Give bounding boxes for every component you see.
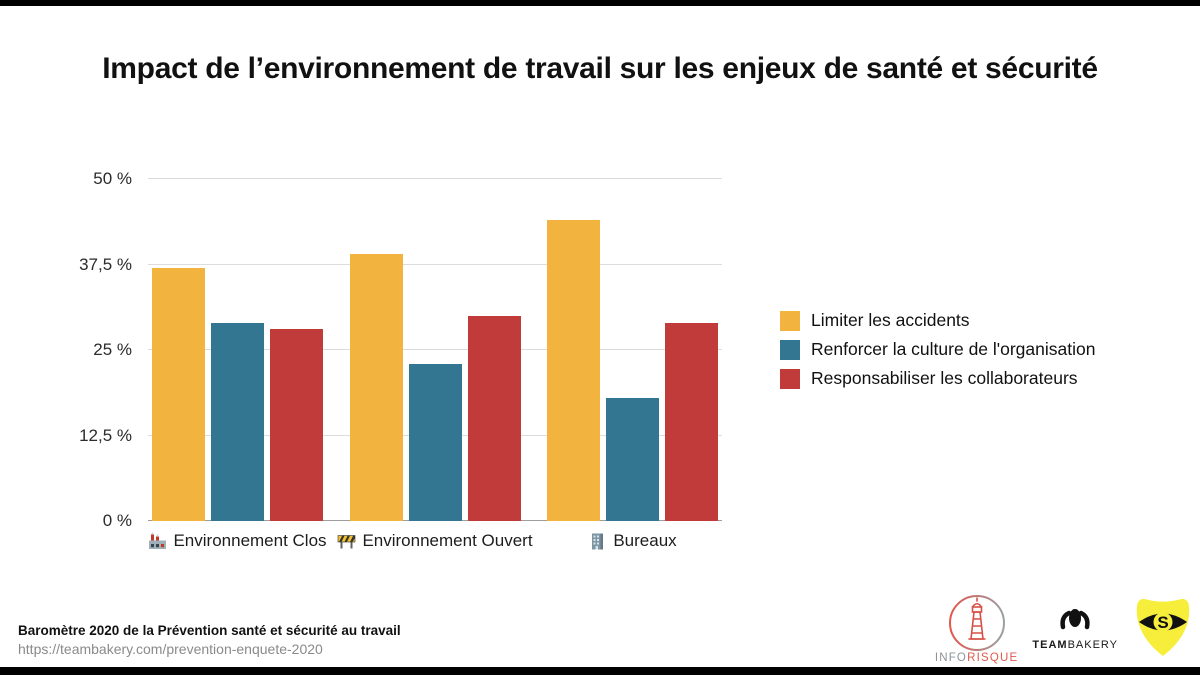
chart-legend: Limiter les accidents Renforcer la cultur… xyxy=(780,310,1095,389)
y-axis-tick-label: 0 % xyxy=(102,511,132,530)
eye-shield-logo: S xyxy=(1132,593,1194,664)
legend-swatch xyxy=(780,339,800,360)
legend-item: Renforcer la culture de l'organisation xyxy=(780,339,1095,360)
partner-logos: INFORISQUE TEAMBAKERY S xyxy=(935,588,1194,668)
gridline xyxy=(148,178,722,179)
teambakery-wordmark: TEAMBAKERY xyxy=(1032,639,1118,651)
bar xyxy=(665,322,718,521)
source-title: Baromètre 2020 de la Prévention santé et… xyxy=(18,623,401,638)
bar xyxy=(152,267,205,521)
construction-barrier-icon xyxy=(337,532,356,551)
office-building-icon xyxy=(588,532,607,551)
gridline xyxy=(148,263,722,265)
bar xyxy=(467,315,521,521)
x-axis: Environnement Clos Environnement Ouvert Bu… xyxy=(148,531,722,551)
y-axis: 0 % 12,5 % 25 % 37,5 % 50 % xyxy=(40,169,140,530)
legend-label: Limiter les accidents xyxy=(811,310,970,330)
bar xyxy=(349,254,403,521)
x-axis-category: Environnement Ouvert xyxy=(338,531,533,551)
source-note: Baromètre 2020 de la Prévention santé et… xyxy=(18,621,401,659)
baker-icon xyxy=(1054,605,1096,636)
factory-icon xyxy=(148,532,167,551)
x-axis-category: Bureaux xyxy=(547,531,718,551)
bar xyxy=(408,363,462,521)
y-axis-tick-label: 25 % xyxy=(93,340,132,359)
bar-groups xyxy=(148,179,722,521)
inforisque-logo: INFORISQUE xyxy=(935,593,1019,664)
y-axis-tick-label: 37,5 % xyxy=(79,254,132,274)
legend-item: Responsabiliser les collaborateurs xyxy=(780,368,1095,389)
y-axis-tick-label: 50 % xyxy=(93,169,132,188)
teambakery-logo: TEAMBAKERY xyxy=(1032,605,1118,651)
bar-group-2 xyxy=(349,254,521,521)
eye-shield-icon: S xyxy=(1132,593,1194,664)
inforisque-wordmark: INFORISQUE xyxy=(934,651,1019,664)
legend-item: Limiter les accidents xyxy=(780,310,1095,331)
gridline xyxy=(148,349,722,350)
top-border xyxy=(0,0,1200,6)
svg-text:S: S xyxy=(1157,613,1168,632)
source-url: https://teambakery.com/prevention-enquet… xyxy=(18,641,323,657)
bar xyxy=(606,397,659,521)
x-axis-label: Bureaux xyxy=(613,531,677,550)
page-title: Impact de l’environnement de travail sur… xyxy=(102,52,1098,85)
bar-group-3 xyxy=(547,220,718,521)
plot-area xyxy=(148,178,722,521)
bottom-border xyxy=(0,667,1200,675)
legend-swatch xyxy=(780,368,800,389)
x-axis-label: Environnement Clos xyxy=(173,531,327,550)
legend-label: Responsabiliser les collaborateurs xyxy=(811,368,1078,388)
x-axis-label: Environnement Ouvert xyxy=(362,531,533,550)
x-axis-category: Environnement Clos xyxy=(149,531,327,551)
legend-swatch xyxy=(780,310,800,331)
bar-group-1 xyxy=(152,267,323,521)
bar xyxy=(547,220,600,521)
lighthouse-icon xyxy=(944,593,1010,660)
y-axis-tick-label: 12,5 % xyxy=(79,425,132,445)
bar xyxy=(211,322,264,521)
bar xyxy=(270,329,323,521)
legend-label: Renforcer la culture de l'organisation xyxy=(811,339,1096,359)
